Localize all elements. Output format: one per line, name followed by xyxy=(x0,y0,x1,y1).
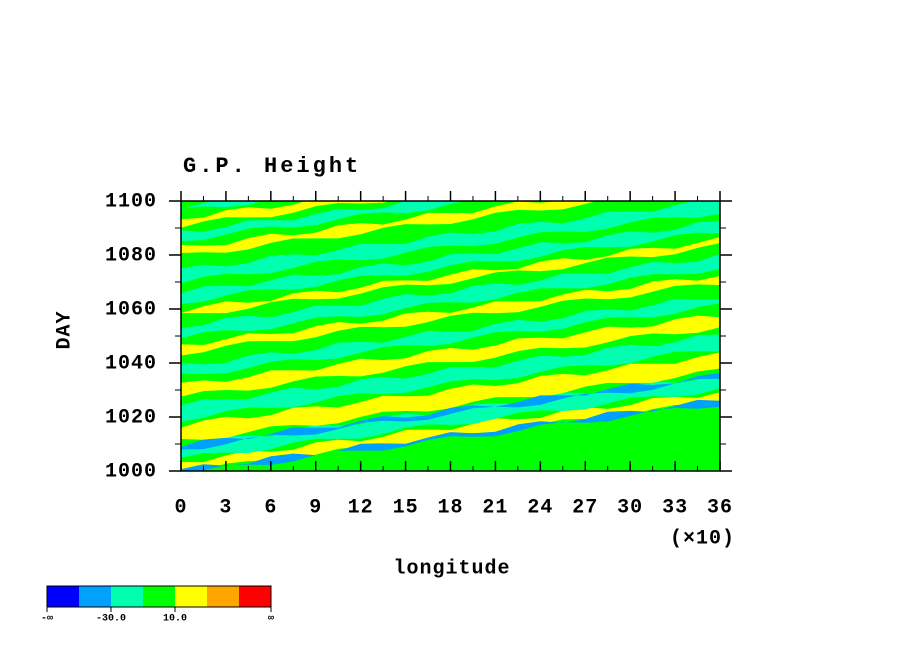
contour-band xyxy=(181,254,720,339)
x-tick-label: 9 xyxy=(309,496,322,519)
contour-band xyxy=(181,201,720,284)
contour-band xyxy=(181,237,720,314)
x-tick-label: 30 xyxy=(617,496,643,519)
y-tick-label: 1000 xyxy=(105,460,157,483)
contour-band xyxy=(181,220,720,304)
x-tick-label: 24 xyxy=(527,496,553,519)
colorbar-label: -30.0 xyxy=(96,614,126,625)
colorbar-box xyxy=(143,586,175,607)
x-tick-label: 33 xyxy=(662,496,688,519)
contour-band xyxy=(181,201,597,253)
colorbar-label: -∞ xyxy=(41,614,53,625)
colorbar-box xyxy=(111,586,143,607)
x-tick-label: 15 xyxy=(393,496,419,519)
contour-band xyxy=(181,352,720,440)
x-tick-label: 12 xyxy=(348,496,374,519)
colorbar-box xyxy=(207,586,239,607)
x-axis-label: longitude xyxy=(393,557,510,580)
chart-title: G.P. Height xyxy=(183,154,361,179)
axes: 0 3 6 9 12 15 18 21 24 27 30 33 36100010201040106010… xyxy=(105,190,733,519)
y-tick-label: 1040 xyxy=(105,352,157,375)
x-tick-label: 3 xyxy=(219,496,232,519)
colorbar-box xyxy=(79,586,111,607)
x-tick-label: 36 xyxy=(707,496,733,519)
contour-band xyxy=(181,315,720,397)
contour-band xyxy=(181,399,720,471)
colorbar-box xyxy=(47,586,79,607)
contour-band xyxy=(181,298,720,374)
x-tick-label: 21 xyxy=(482,496,508,519)
colorbar-label: ∞ xyxy=(268,614,274,625)
y-tick-label: 1020 xyxy=(105,406,157,429)
colorbar-label: 10.0 xyxy=(163,614,187,625)
x-scale-label: (×10) xyxy=(670,527,735,550)
contour-band xyxy=(181,201,465,242)
x-tick-label: 6 xyxy=(264,496,277,519)
y-tick-label: 1080 xyxy=(105,244,157,267)
contour-band xyxy=(181,201,391,228)
colorbar-frame xyxy=(46,585,272,608)
contour-band xyxy=(181,276,720,356)
y-tick-label: 1060 xyxy=(105,298,157,321)
colorbar-box xyxy=(239,586,271,607)
colorbar-box xyxy=(175,586,207,607)
y-tick-label: 1100 xyxy=(105,190,157,213)
x-tick-label: 0 xyxy=(174,496,187,519)
y-axis-label: DAY xyxy=(53,310,76,349)
contour-band xyxy=(181,201,263,209)
contour-field xyxy=(181,201,720,471)
colorbar: -∞ -30.0 10.0 ∞ xyxy=(41,585,274,625)
contour-band xyxy=(181,334,720,422)
contour-band xyxy=(181,373,720,450)
x-tick-label: 27 xyxy=(572,496,598,519)
contour-band xyxy=(181,392,720,471)
x-tick-label: 18 xyxy=(437,496,463,519)
